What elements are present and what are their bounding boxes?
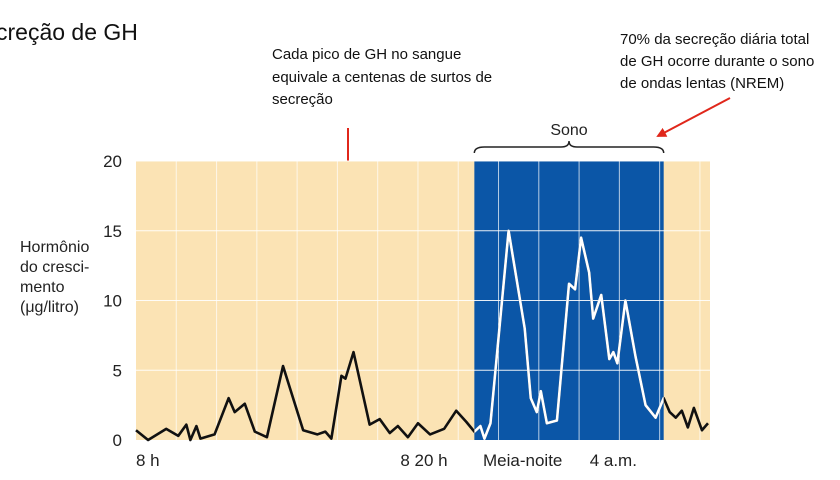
y-tick-label: 15	[103, 222, 122, 241]
x-tick-label: Meia-noite	[483, 451, 562, 470]
sleep-arrow	[656, 97, 731, 137]
y-axis-label-line-3: mento	[20, 279, 65, 296]
peak-annotation-line-3: secreção	[272, 91, 333, 108]
sleep-annotation-line-3: de ondas lentas (NREM)	[620, 75, 784, 92]
peak-annotation-line-2: equivale a centenas de surtos de	[272, 69, 492, 86]
sleep-label: Sono	[550, 122, 587, 139]
chart-title: creção de GH	[0, 19, 138, 45]
y-axis-label-line-4: (μg/litro)	[20, 299, 79, 316]
sleep-annotation: 70% da secreção diária total de GH ocorr…	[620, 31, 818, 92]
sleep-bracket	[473, 140, 665, 154]
y-tick-label: 20	[103, 152, 122, 171]
peak-annotation: Cada pico de GH no sangue equivale a cen…	[272, 46, 496, 108]
y-axis-label-line-1: Hormônio	[20, 239, 89, 256]
peak-annotation-line-1: Cada pico de GH no sangue	[272, 46, 461, 63]
y-axis-label-line-2: do cresci-	[20, 259, 89, 276]
sleep-annotation-line-1: 70% da secreção diária total	[620, 31, 809, 48]
x-tick-label: 4 a.m.	[590, 451, 637, 470]
gh-line-sleep	[474, 229, 664, 440]
y-tick-label: 5	[113, 361, 122, 380]
plot-area: 0 5 10 15 20 8 h 8 20 h Meia-noite 4 a.m. Sono	[103, 122, 710, 470]
y-tick-label: 0	[113, 431, 122, 450]
x-tick-label: 8 h	[136, 451, 160, 470]
y-axis-label: Hormônio do cresci- mento (μg/litro)	[20, 239, 94, 316]
y-tick-label: 10	[103, 292, 122, 311]
sleep-annotation-line-2: de GH ocorre durante o sono	[620, 53, 814, 70]
x-tick-label: 8 20 h	[400, 451, 447, 470]
